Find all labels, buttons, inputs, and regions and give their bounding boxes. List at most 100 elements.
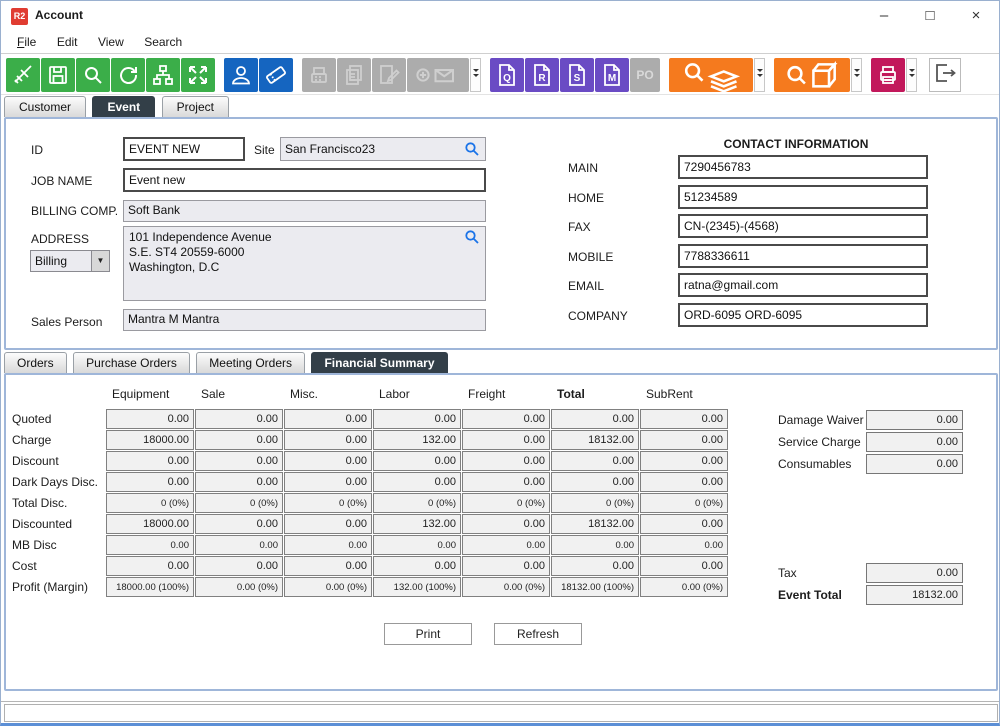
search-box-icon <box>783 58 841 92</box>
table-cell: 0.00 (0%) <box>195 577 283 597</box>
print-toolbar-button[interactable] <box>871 57 905 92</box>
table-cell: 0.00 <box>462 556 550 576</box>
address-type-dropdown[interactable]: Billing ▼ <box>30 250 110 272</box>
event-form-panel: ID Site JOB NAME BILLING COMP. Soft Bank… <box>4 117 998 350</box>
toolbar-overflow-dropdown[interactable] <box>470 57 481 92</box>
table-cell: 0.00 <box>106 451 194 471</box>
tab-orders[interactable]: Orders <box>4 352 67 373</box>
title-bar: R2 Account – □ × <box>1 1 999 31</box>
table-cell: 0.00 <box>462 472 550 492</box>
table-cell: 0.00 <box>373 535 461 555</box>
mobile-field[interactable] <box>678 244 928 268</box>
table-cell: 18000.00 (100%) <box>106 577 194 597</box>
save-icon <box>46 63 70 87</box>
job-name-field[interactable] <box>123 168 486 192</box>
table-cell: 0.00 <box>195 451 283 471</box>
tab-purchase-orders[interactable]: Purchase Orders <box>73 352 190 373</box>
company-label: COMPANY <box>568 309 628 323</box>
row-label: MB Disc <box>12 538 57 552</box>
service-charge-value: 0.00 <box>866 432 963 452</box>
table-cell: 0.00 <box>284 409 372 429</box>
tab-customer[interactable]: Customer <box>4 96 87 117</box>
table-cell: 0.00 <box>462 409 550 429</box>
contact-information-title: CONTACT INFORMATION <box>723 137 869 151</box>
column-header: Labor <box>379 387 410 401</box>
quote-doc-icon: Q <box>495 63 519 87</box>
copy-icon <box>342 63 366 87</box>
id-field[interactable] <box>123 137 245 161</box>
save-button[interactable] <box>41 57 75 92</box>
table-cell: 18000.00 <box>106 430 194 450</box>
row-label: Discounted <box>12 517 73 531</box>
chevron-down-icon <box>853 66 861 84</box>
tab-meeting-orders[interactable]: Meeting Orders <box>196 352 305 373</box>
table-cell: 0.00 <box>640 514 728 534</box>
table-cell: 0.00 <box>284 430 372 450</box>
table-cell: 0.00 <box>373 556 461 576</box>
address-line: 101 Independence Avenue <box>129 230 272 244</box>
email-field[interactable] <box>678 273 928 297</box>
table-cell: 0.00 <box>462 535 550 555</box>
table-cell: 0.00 <box>195 430 283 450</box>
tab-project[interactable]: Project <box>161 96 229 117</box>
id-label: ID <box>31 143 43 157</box>
menu-edit[interactable]: Edit <box>56 35 78 49</box>
table-cell: 0.00 <box>640 409 728 429</box>
print-button[interactable]: Print <box>384 623 472 645</box>
tab-financial-summary[interactable]: Financial Summary <box>311 352 448 373</box>
reservation-document-button[interactable]: R <box>525 57 559 92</box>
refresh-button[interactable]: Refresh <box>494 623 582 645</box>
site-search-icon[interactable] <box>464 141 480 157</box>
search-items-dropdown[interactable] <box>851 57 862 92</box>
dropdown-arrow-icon[interactable]: ▼ <box>91 251 109 271</box>
menu-file[interactable]: File <box>17 35 37 49</box>
minimize-button[interactable]: – <box>879 7 889 24</box>
hierarchy-button[interactable] <box>146 57 180 92</box>
purchase-order-button: PO <box>630 57 660 92</box>
event-ticket-button[interactable] <box>259 57 293 92</box>
meeting-document-button[interactable]: M <box>595 57 629 92</box>
search-orders-button[interactable] <box>669 57 753 92</box>
show-document-button[interactable]: S <box>560 57 594 92</box>
contact-person-button[interactable] <box>224 57 258 92</box>
table-cell: 0.00 <box>551 451 639 471</box>
main-phone-field[interactable] <box>678 155 928 179</box>
site-field[interactable] <box>280 137 486 161</box>
column-header: Total <box>557 387 585 401</box>
main-label: MAIN <box>568 161 598 175</box>
search-button[interactable] <box>76 57 110 92</box>
search-stack-icon <box>678 58 744 92</box>
show-doc-icon: S <box>565 63 589 87</box>
address-search-icon[interactable] <box>464 229 480 245</box>
refresh-button[interactable] <box>111 57 145 92</box>
refresh-icon <box>116 63 140 87</box>
close-button[interactable]: × <box>971 7 981 24</box>
home-phone-field[interactable] <box>678 185 928 209</box>
exit-icon <box>933 61 957 90</box>
fax-field[interactable] <box>678 214 928 238</box>
expand-button[interactable] <box>181 57 215 92</box>
service-charge-row: Service Charge 0.00 <box>778 432 963 452</box>
search-items-button[interactable] <box>774 57 850 92</box>
company-field[interactable] <box>678 303 928 327</box>
print-dropdown[interactable] <box>906 57 917 92</box>
column-header: Sale <box>201 387 226 401</box>
exit-button[interactable] <box>929 58 961 92</box>
financial-rows: Quoted 0.00 0.00 0.00 0.00 0.00 0.00 0.00 Charge… <box>12 409 729 598</box>
column-header: SubRent <box>646 387 693 401</box>
sales-person-label: Sales Person <box>31 315 103 329</box>
tab-event[interactable]: Event <box>92 96 156 117</box>
sweep-button[interactable] <box>6 57 40 92</box>
r2-logo-icon: R2 <box>11 8 28 25</box>
financial-summary-panel: Equipment Sale Misc. Labor Freight Total SubRe… <box>4 373 998 691</box>
quote-document-button[interactable]: Q <box>490 57 524 92</box>
search-orders-dropdown[interactable] <box>754 57 765 92</box>
hierarchy-icon <box>151 63 175 87</box>
table-cell: 0.00 <box>284 514 372 534</box>
table-cell: 0.00 <box>195 472 283 492</box>
maximize-button[interactable]: □ <box>925 7 935 24</box>
address-type-value: Billing <box>35 254 68 268</box>
menu-view[interactable]: View <box>97 35 124 49</box>
menu-search[interactable]: Search <box>144 35 183 49</box>
consumables-value: 0.00 <box>866 454 963 474</box>
